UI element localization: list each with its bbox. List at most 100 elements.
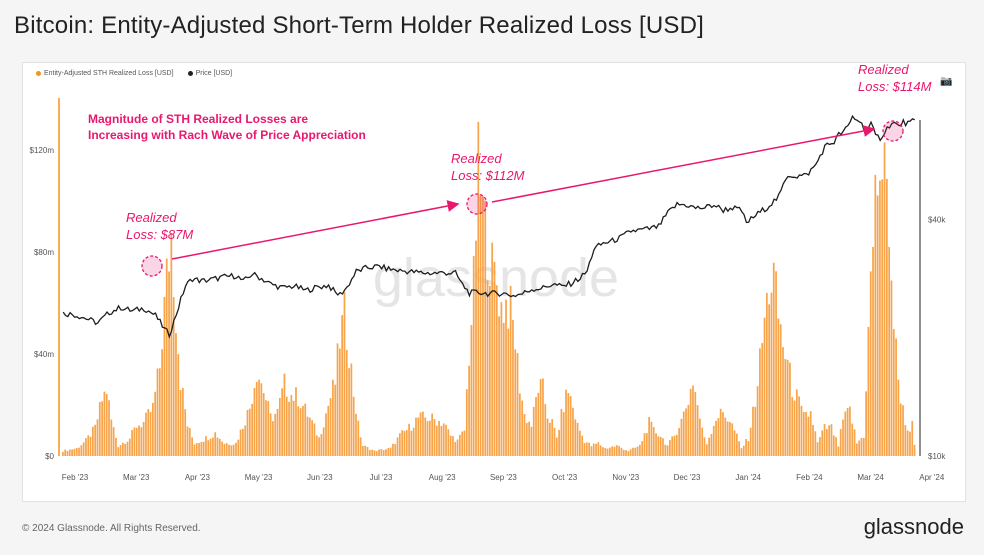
loss-bar <box>182 387 184 456</box>
loss-bar <box>574 419 577 456</box>
loss-bar <box>440 425 443 456</box>
loss-bar <box>551 419 554 456</box>
loss-bar <box>911 421 914 456</box>
x-tick-label: May '23 <box>245 473 273 482</box>
loss-bar <box>828 425 831 456</box>
x-tick-label: Jun '23 <box>307 473 333 482</box>
loss-bar <box>802 411 805 456</box>
loss-bar <box>428 420 431 456</box>
loss-bar <box>705 444 708 456</box>
loss-bar <box>816 442 819 456</box>
loss-bar <box>906 430 909 456</box>
x-tick-label: Feb '23 <box>62 473 89 482</box>
loss-bar <box>846 408 849 456</box>
loss-bar <box>539 379 542 456</box>
loss-bar <box>306 416 309 456</box>
loss-bar <box>242 428 244 456</box>
loss-bar <box>565 389 567 456</box>
loss-bar <box>230 445 233 456</box>
loss-bar <box>184 409 187 456</box>
legend-price-label: Price [USD] <box>195 70 233 77</box>
loss-bar <box>188 428 191 456</box>
loss-bar <box>687 404 690 456</box>
loss-bar <box>528 421 530 456</box>
loss-bar <box>78 447 80 456</box>
loss-bar <box>814 431 817 456</box>
loss-bar <box>881 179 884 456</box>
loss-bar <box>892 329 895 456</box>
loss-bar <box>777 318 780 456</box>
loss-bar <box>800 405 803 456</box>
loss-bar <box>678 428 680 456</box>
loss-bar <box>625 450 627 456</box>
loss-bar <box>604 448 607 456</box>
legend-item-loss[interactable]: Entity-Adjusted STH Realized Loss [USD] <box>36 70 174 77</box>
loss-dot-icon <box>36 70 41 76</box>
loss-bar <box>717 418 720 456</box>
loss-bar <box>239 429 242 456</box>
loss-bar <box>131 430 133 456</box>
loss-bar <box>809 411 812 456</box>
loss-bar <box>265 400 267 456</box>
loss-bar <box>849 406 851 456</box>
loss-bar <box>262 393 265 456</box>
camera-icon[interactable]: 📷 <box>940 76 953 87</box>
loss-bar <box>327 405 330 456</box>
loss-bar <box>465 389 468 456</box>
loss-bar <box>398 433 401 456</box>
loss-bar <box>195 443 198 456</box>
loss-bar <box>362 446 364 456</box>
loss-bar <box>514 349 517 456</box>
loss-bar <box>784 358 787 456</box>
loss-bar <box>599 445 602 456</box>
loss-bar <box>530 426 533 456</box>
loss-bar <box>345 349 348 456</box>
loss-bar <box>470 325 473 456</box>
loss-bar <box>463 430 466 456</box>
loss-bar <box>902 405 904 456</box>
loss-bar <box>389 447 392 456</box>
loss-bar <box>876 195 879 456</box>
loss-bar <box>186 426 189 456</box>
loss-bar <box>364 445 367 456</box>
loss-bar <box>572 407 574 456</box>
loss-bar <box>763 317 766 456</box>
y-left-tick-label: $80m <box>34 248 54 257</box>
loss-bar <box>258 379 260 456</box>
loss-bar <box>419 412 422 456</box>
loss-bar <box>401 430 404 456</box>
loss-bar <box>779 324 782 456</box>
loss-bar <box>782 347 784 456</box>
loss-bar <box>872 247 874 456</box>
loss-bar <box>791 397 794 456</box>
loss-bar <box>516 353 519 456</box>
loss-bar <box>632 447 634 456</box>
loss-bar <box>64 449 67 456</box>
legend-item-price[interactable]: Price [USD] <box>187 70 233 77</box>
loss-bar <box>191 437 193 456</box>
headline-line: Magnitude of STH Realized Losses are <box>88 112 308 126</box>
loss-bars <box>62 121 916 457</box>
loss-bar <box>648 417 650 456</box>
loss-bar <box>888 246 891 456</box>
loss-bar <box>387 447 390 456</box>
loss-bar <box>835 437 837 456</box>
loss-bar <box>662 438 664 456</box>
loss-bar <box>869 271 872 456</box>
loss-bar <box>299 408 302 456</box>
loss-bar <box>775 271 777 456</box>
loss-bar <box>576 422 579 456</box>
loss-bar <box>899 403 902 456</box>
loss-bar <box>549 422 551 456</box>
loss-bar <box>611 446 614 456</box>
loss-bar <box>431 413 434 456</box>
loss-bar <box>442 423 445 456</box>
x-tick-label: Dec '23 <box>674 473 701 482</box>
loss-bar <box>897 379 900 456</box>
loss-bar <box>73 448 76 456</box>
loss-bar <box>94 424 97 456</box>
loss-bar <box>851 423 854 456</box>
loss-bar <box>417 417 420 456</box>
loss-bar <box>357 420 360 456</box>
loss-bar <box>103 391 106 456</box>
